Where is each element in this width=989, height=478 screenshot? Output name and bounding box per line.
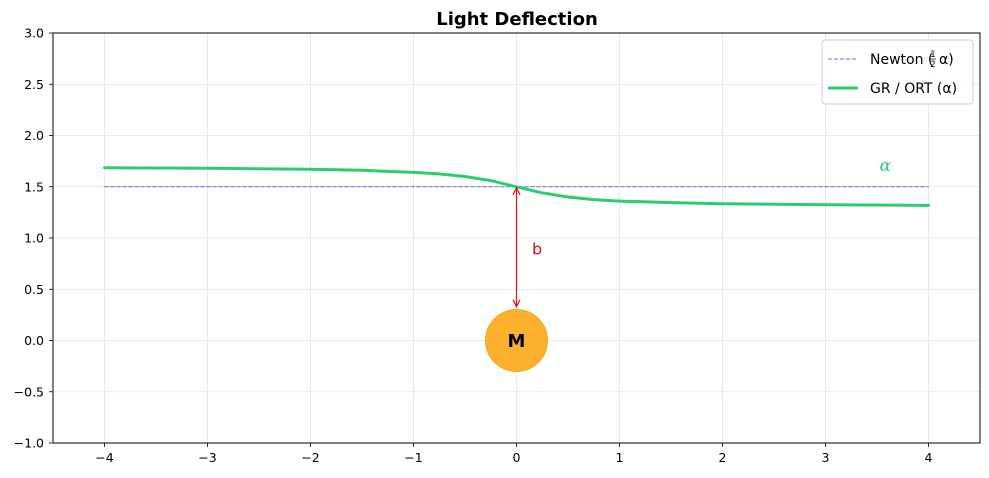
x-tick-label: 4 bbox=[925, 450, 933, 465]
chart-title: Light Deflection bbox=[436, 9, 598, 30]
y-tick-label: 2.5 bbox=[24, 77, 44, 92]
legend-newton-suffix: α) bbox=[939, 52, 954, 68]
y-tick-label: 0.0 bbox=[24, 333, 44, 348]
x-tick-label: 3 bbox=[822, 450, 830, 465]
x-tick-label: −2 bbox=[301, 450, 319, 465]
impact-parameter-label: b bbox=[532, 239, 542, 258]
impact-arrow-head-top bbox=[512, 186, 521, 196]
y-tick-label: 1.0 bbox=[24, 231, 44, 246]
x-tick-label: 1 bbox=[616, 450, 624, 465]
x-tick-label: 2 bbox=[719, 450, 727, 465]
alpha-label: α bbox=[879, 156, 891, 176]
mass-circle bbox=[485, 309, 548, 372]
annotation-layer: Mb α bbox=[485, 156, 891, 372]
y-tick-label: −0.5 bbox=[14, 384, 44, 399]
y-tick-label: −1.0 bbox=[14, 436, 44, 451]
y-axis-ticks: −1.0 −0.5 0.0 0.5 1.0 1.5 2.0 2.5 3.0 bbox=[14, 26, 53, 451]
legend-box bbox=[821, 39, 974, 105]
legend-newton-label: Newton ( bbox=[870, 52, 933, 68]
x-tick-label: 0 bbox=[513, 450, 521, 465]
x-tick-label: −1 bbox=[404, 450, 422, 465]
x-axis-ticks: −4 −3 −2 −1 0 1 2 3 4 bbox=[95, 443, 933, 465]
y-tick-label: 1.5 bbox=[24, 179, 44, 194]
y-tick-label: 0.5 bbox=[24, 282, 44, 297]
x-tick-label: −3 bbox=[198, 450, 216, 465]
y-tick-label: 3.0 bbox=[24, 26, 44, 41]
x-tick-label: −4 bbox=[95, 450, 113, 465]
legend-gr-ort-label: GR / ORT (α) bbox=[870, 81, 957, 97]
y-tick-label: 2.0 bbox=[24, 128, 44, 143]
legend: Newton (12 α) GR / ORT (α) bbox=[821, 39, 974, 105]
impact-arrow-head-bottom bbox=[512, 299, 521, 309]
mass-label: M bbox=[508, 331, 526, 352]
legend-fraction-numerator: 1 bbox=[930, 50, 935, 60]
legend-fraction-denominator: 2 bbox=[930, 60, 935, 70]
